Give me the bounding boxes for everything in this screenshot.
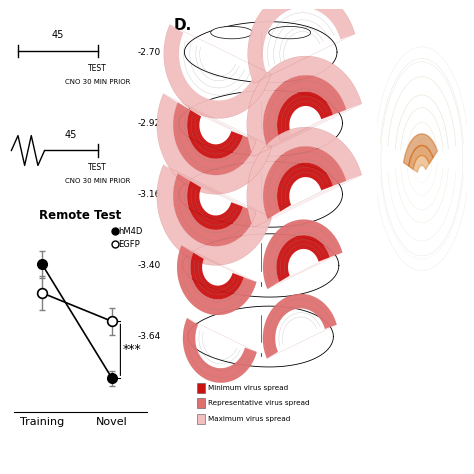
Polygon shape: [157, 165, 272, 265]
Text: -3.64: -3.64: [137, 332, 161, 341]
Polygon shape: [183, 318, 256, 383]
Polygon shape: [173, 173, 256, 246]
Polygon shape: [404, 134, 438, 166]
Text: -2.70: -2.70: [137, 48, 161, 56]
Polygon shape: [277, 163, 333, 211]
Polygon shape: [187, 181, 243, 230]
Text: TEST: TEST: [88, 163, 107, 172]
Polygon shape: [263, 146, 346, 219]
Polygon shape: [248, 0, 355, 83]
Ellipse shape: [269, 27, 310, 39]
Text: D.: D.: [173, 18, 192, 33]
Text: -2.92: -2.92: [137, 119, 161, 128]
Text: ***: ***: [122, 343, 141, 356]
Text: Representative virus spread: Representative virus spread: [208, 401, 310, 406]
Polygon shape: [157, 94, 272, 194]
Polygon shape: [173, 102, 256, 175]
Polygon shape: [413, 155, 429, 173]
Polygon shape: [277, 91, 333, 140]
Polygon shape: [263, 75, 346, 148]
Polygon shape: [247, 56, 362, 156]
Bar: [197, 398, 205, 409]
Legend: hM4D, EGFP: hM4D, EGFP: [110, 224, 146, 253]
Text: TEST: TEST: [88, 64, 107, 73]
Polygon shape: [179, 91, 342, 156]
Polygon shape: [187, 110, 243, 159]
Text: -3.16: -3.16: [137, 190, 161, 199]
Bar: [197, 414, 205, 424]
Polygon shape: [164, 25, 271, 118]
Ellipse shape: [211, 27, 253, 39]
Polygon shape: [247, 127, 362, 228]
Polygon shape: [182, 234, 339, 297]
Title: Remote Test: Remote Test: [39, 209, 122, 222]
Text: CNO 30 MIN PRIOR: CNO 30 MIN PRIOR: [65, 79, 130, 85]
Polygon shape: [263, 294, 337, 358]
Text: 45: 45: [65, 130, 77, 140]
Text: Maximum virus spread: Maximum virus spread: [208, 416, 291, 422]
Polygon shape: [263, 219, 342, 289]
Polygon shape: [184, 22, 337, 82]
Text: CNO 30 MIN PRIOR: CNO 30 MIN PRIOR: [65, 178, 130, 184]
Polygon shape: [191, 253, 244, 300]
Polygon shape: [179, 162, 342, 227]
Text: E.: E.: [381, 13, 394, 26]
Bar: [197, 383, 205, 393]
Polygon shape: [276, 235, 330, 282]
Polygon shape: [409, 146, 433, 169]
Polygon shape: [177, 246, 256, 315]
Text: 45: 45: [52, 30, 64, 40]
Polygon shape: [188, 306, 333, 367]
Text: -3.40: -3.40: [137, 261, 161, 270]
Text: Minimum virus spread: Minimum virus spread: [208, 385, 288, 391]
